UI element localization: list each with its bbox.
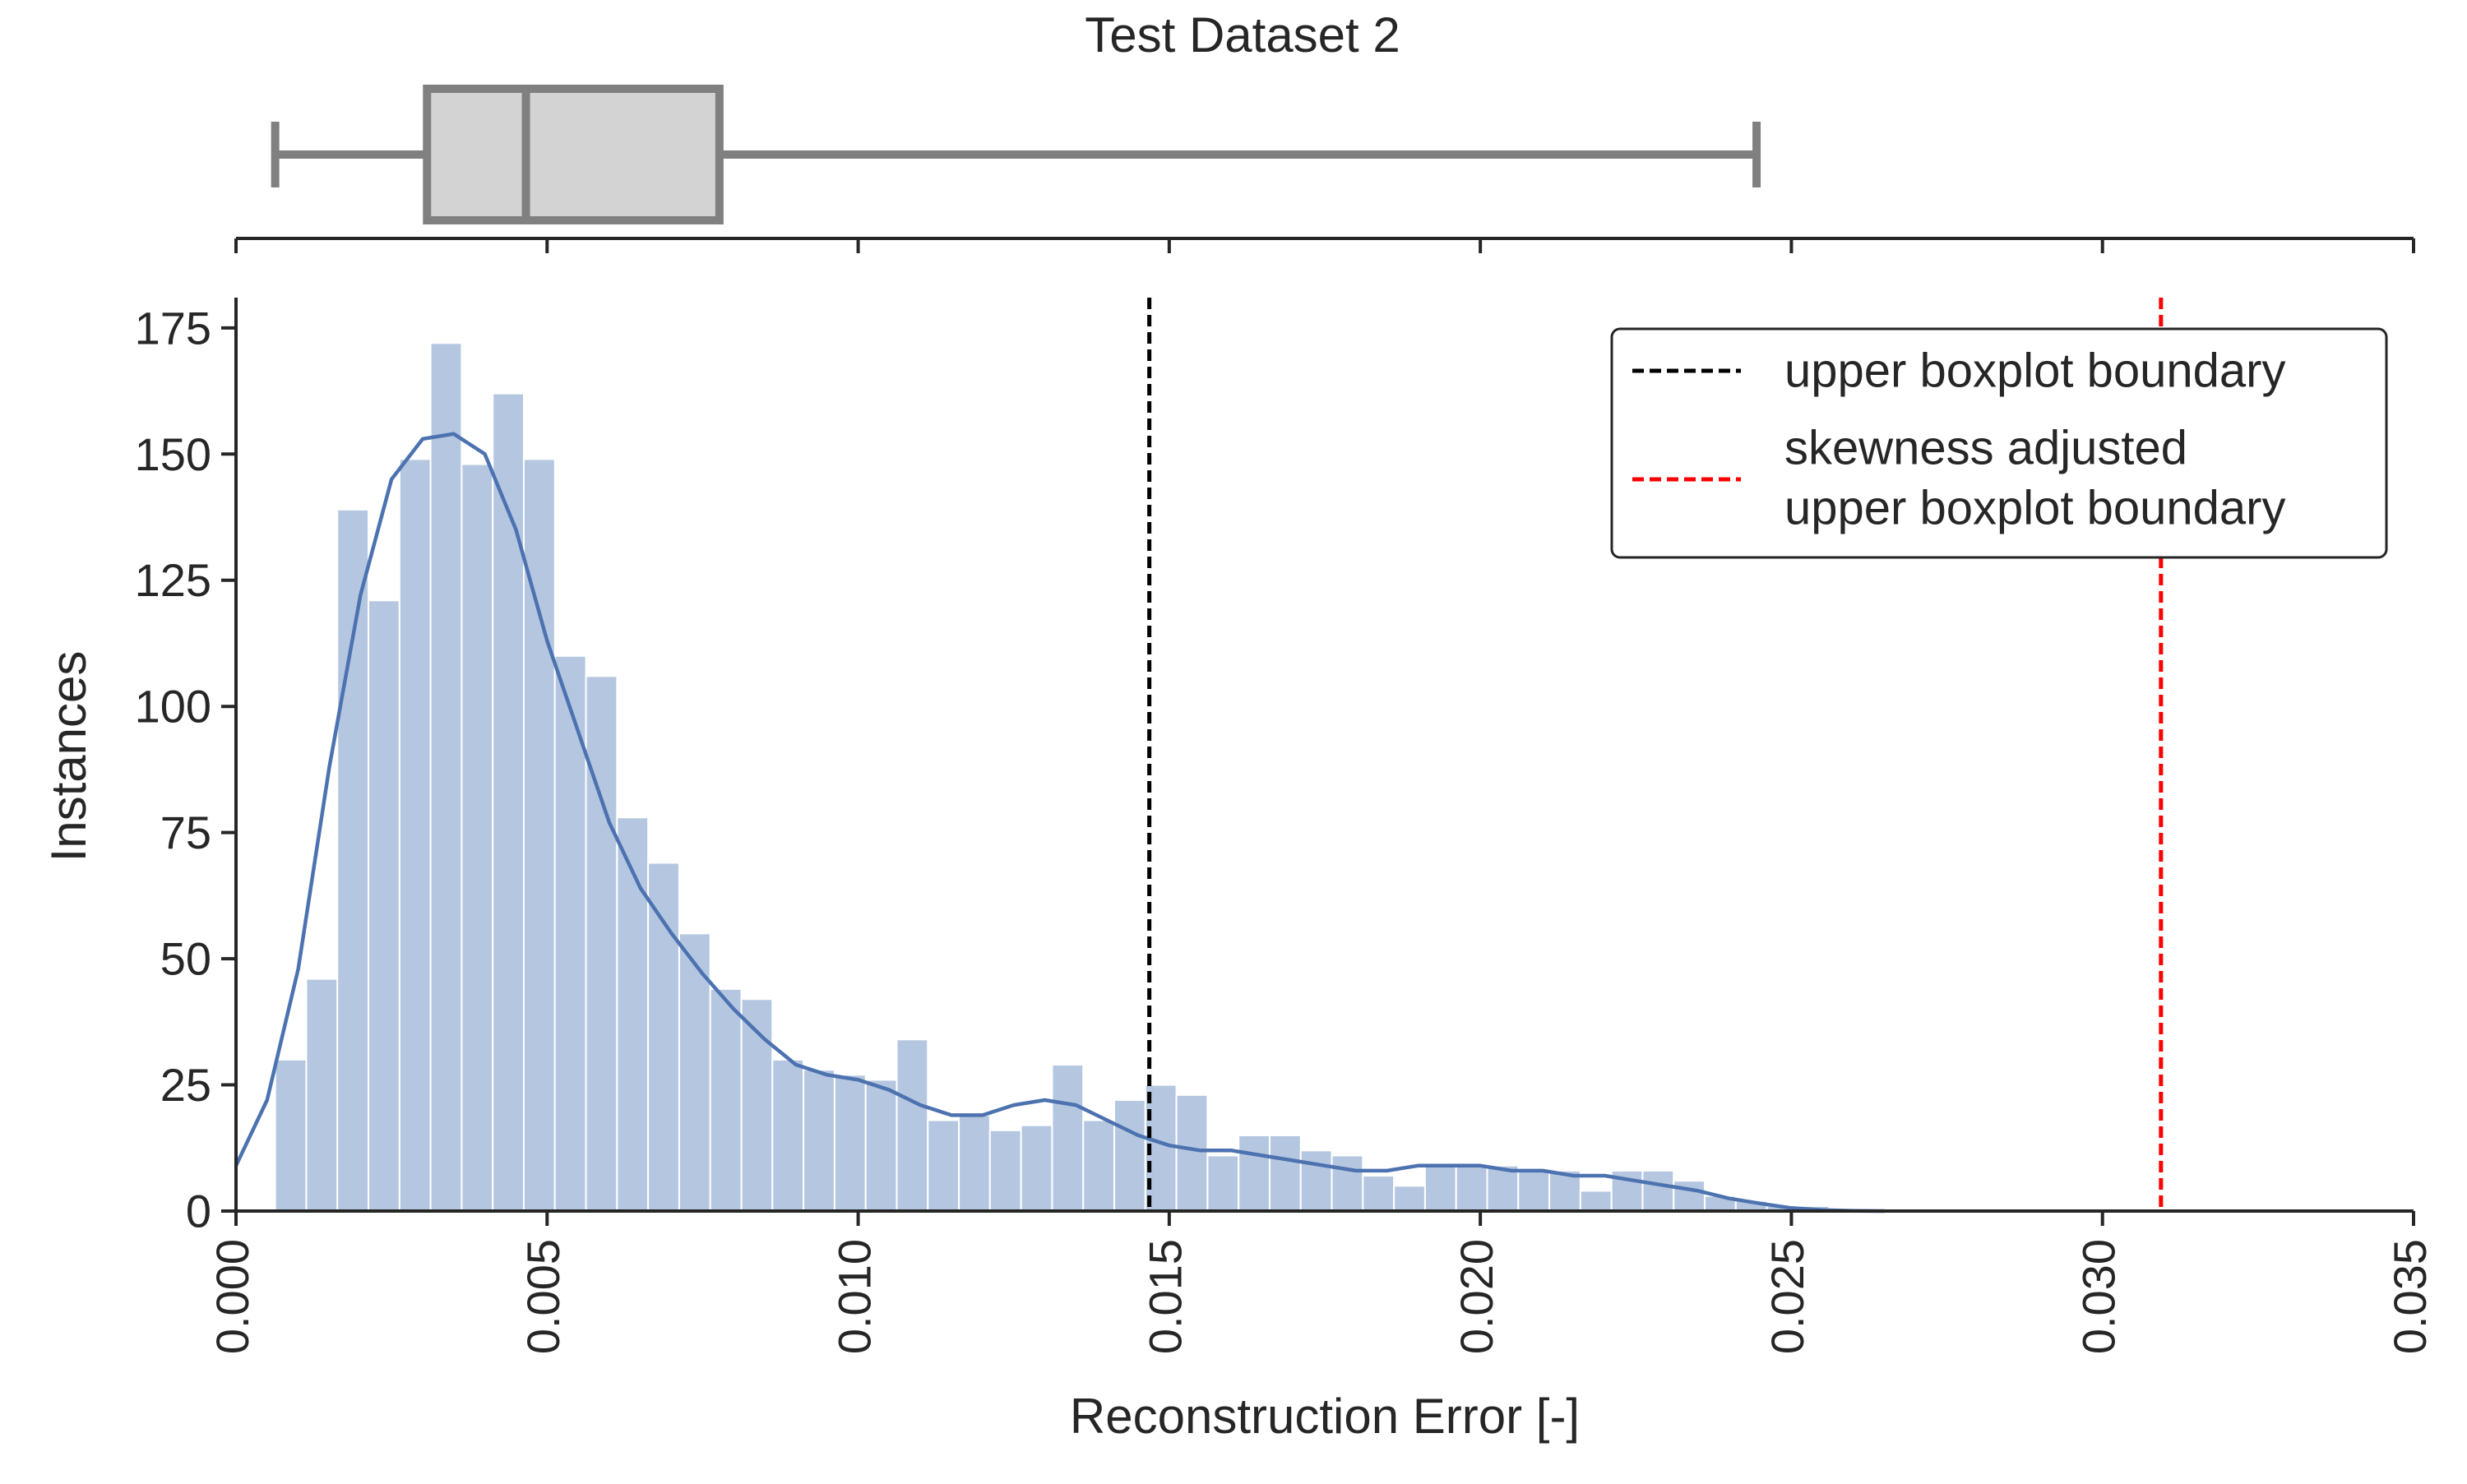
histogram-bar (1641, 1169, 1675, 1212)
kde-line (234, 432, 1885, 1214)
histogram-bar (585, 675, 618, 1212)
histogram-bar (1268, 1134, 1302, 1213)
histogram-bar (803, 1069, 835, 1212)
histogram-bar (368, 599, 400, 1212)
histogram-bar (1579, 1190, 1613, 1212)
reference-lines (1147, 298, 2164, 1211)
histogram-bar (1206, 1154, 1240, 1213)
x-axis-label: Reconstruction Error [-] (1070, 1389, 1580, 1444)
y-tick-label: 175 (135, 302, 211, 354)
histogram-bar (429, 342, 463, 1213)
histogram-bar (1331, 1154, 1364, 1213)
histogram-bar (492, 392, 525, 1212)
histogram-bar (1175, 1093, 1209, 1213)
axes: 0.000 0.005 0.010 0.015 0.020 0.025 0.030 0.035… (135, 298, 2436, 1354)
histogram-bar (1362, 1175, 1395, 1213)
x-tick-label: 0.020 (1451, 1239, 1502, 1354)
histogram-bar (398, 458, 432, 1212)
x-tick-label: 0.025 (1761, 1239, 1813, 1354)
histogram-bar (988, 1129, 1022, 1212)
chart-title: Test Dataset 2 (1085, 7, 1400, 62)
histogram-bar (616, 816, 650, 1212)
histogram-bar (336, 508, 370, 1212)
histogram-bar (1455, 1164, 1488, 1213)
histogram-bar (1238, 1134, 1271, 1213)
histogram-bar (1113, 1098, 1146, 1212)
histogram-bar (958, 1114, 991, 1213)
kde-layer (234, 432, 1885, 1214)
histogram-bar (1423, 1164, 1457, 1213)
legend-label: upper boxplot boundary (1784, 482, 2285, 535)
legend-label: skewness adjusted (1784, 422, 2187, 475)
boxplot-box (423, 85, 724, 224)
legend-box (1610, 327, 2388, 559)
histogram-bar (1486, 1164, 1520, 1213)
x-tick-label: 0.015 (1140, 1239, 1192, 1354)
legend: upper boxplot boundary skewness adjusted u… (1610, 327, 2388, 559)
x-tick-label: 0.030 (2073, 1239, 2125, 1354)
histogram-bar (461, 463, 494, 1212)
y-axis-label: Instances (41, 651, 96, 862)
histogram-bar (1393, 1185, 1426, 1213)
x-tick-label: 0.000 (206, 1239, 258, 1354)
histogram-bar (709, 987, 743, 1212)
y-tick-label: 25 (160, 1059, 211, 1111)
histogram-bar (927, 1119, 960, 1212)
histogram-bar (1020, 1124, 1053, 1213)
y-tick-label: 75 (160, 807, 211, 858)
histogram-bar (771, 1058, 805, 1212)
x-tick-label: 0.010 (828, 1239, 880, 1354)
boxplot (234, 85, 2415, 253)
y-tick-label: 125 (135, 554, 211, 606)
histogram-bars (274, 342, 1831, 1213)
histogram-bar (1082, 1119, 1116, 1212)
histogram-bar (647, 862, 680, 1212)
histogram-bar (274, 1058, 308, 1212)
histogram-bar (1517, 1169, 1551, 1212)
histogram-bar (896, 1038, 929, 1212)
histogram-bar (1051, 1063, 1085, 1213)
histogram-bar (305, 978, 339, 1212)
y-tick-label: 0 (186, 1186, 211, 1237)
histogram-bar (833, 1074, 867, 1213)
x-tick-label: 0.005 (517, 1239, 569, 1354)
legend-label: upper boxplot boundary (1784, 344, 2285, 398)
y-tick-label: 50 (160, 933, 211, 985)
x-tick-label: 0.035 (2384, 1239, 2436, 1354)
histogram-bar (1673, 1180, 1706, 1212)
y-tick-label: 150 (135, 428, 211, 480)
histogram-bar (864, 1079, 898, 1212)
y-tick-label: 100 (135, 681, 211, 733)
histogram-bar (1299, 1149, 1333, 1212)
